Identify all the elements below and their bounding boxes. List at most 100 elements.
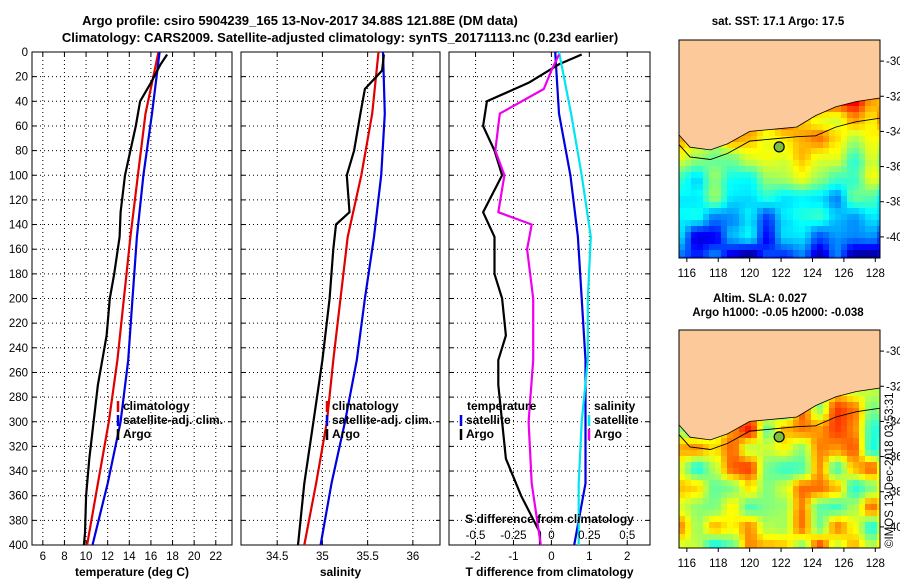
map-cell	[817, 510, 823, 516]
map-cell	[835, 142, 841, 148]
map-cell	[841, 124, 847, 130]
map-cell	[877, 516, 880, 522]
map-cell	[751, 420, 757, 426]
map-cell	[703, 528, 709, 534]
salinity-Argo-line	[494, 54, 560, 546]
map-cell	[865, 396, 871, 402]
map-cell	[877, 244, 880, 250]
map-cell	[769, 214, 775, 220]
map-cell	[745, 546, 751, 548]
map-cell	[877, 214, 880, 220]
map-cell	[805, 408, 811, 414]
map-cell	[685, 438, 691, 444]
map-cell	[811, 124, 817, 130]
map-cell	[715, 492, 721, 498]
map-cell	[769, 510, 775, 516]
map-cell	[871, 166, 877, 172]
map-cell	[859, 462, 865, 468]
map-cell	[775, 540, 781, 546]
map-cell	[745, 444, 751, 450]
map-cell	[805, 462, 811, 468]
map-cell	[721, 202, 727, 208]
map-cell	[733, 220, 739, 226]
map-cell	[697, 238, 703, 244]
map-cell	[709, 154, 715, 160]
map-cell	[835, 474, 841, 480]
map-cell	[697, 154, 703, 160]
map-cell	[697, 160, 703, 166]
map-cell	[871, 456, 877, 462]
map-cell	[793, 468, 799, 474]
map-cell	[871, 184, 877, 190]
map-cell	[799, 178, 805, 184]
legend-label: climatology	[123, 399, 190, 413]
map-cell	[709, 534, 715, 540]
map-cell	[805, 118, 811, 124]
map-cell	[733, 238, 739, 244]
map-cell	[751, 540, 757, 546]
map-cell	[751, 486, 757, 492]
map-cell	[817, 250, 823, 256]
map-cell	[739, 244, 745, 250]
map-cell	[709, 456, 715, 462]
map-cell	[691, 468, 697, 474]
map-cell	[721, 148, 727, 154]
map-cell	[739, 492, 745, 498]
map-cell	[871, 462, 877, 468]
map-cell	[871, 250, 877, 256]
map-cell	[811, 166, 817, 172]
map-cell	[877, 130, 880, 136]
map-cell	[841, 184, 847, 190]
map-cell	[703, 154, 709, 160]
map-cell	[685, 516, 691, 522]
map-cell	[865, 408, 871, 414]
map-cell	[751, 172, 757, 178]
map-cell	[745, 462, 751, 468]
map-cell	[751, 178, 757, 184]
map-cell	[775, 492, 781, 498]
map-cell	[685, 546, 691, 548]
map-cell	[811, 474, 817, 480]
map-cell	[733, 190, 739, 196]
map-cell	[841, 486, 847, 492]
legend-label: Argo	[594, 427, 622, 441]
map-cell	[865, 516, 871, 522]
map-cell	[793, 438, 799, 444]
map-cell	[829, 522, 835, 528]
map-cell	[679, 136, 685, 142]
y-tick-label: 360	[9, 491, 28, 503]
map-cell	[781, 160, 787, 166]
map-cell	[787, 220, 793, 226]
map-cell	[835, 468, 841, 474]
map-cell	[733, 172, 739, 178]
map-cell	[775, 226, 781, 232]
map-cell	[853, 178, 859, 184]
map-cell	[679, 238, 685, 244]
map-cell	[745, 172, 751, 178]
map-cell	[847, 402, 853, 408]
map-cell	[847, 244, 853, 250]
map-cell	[757, 516, 763, 522]
map-cell	[769, 456, 775, 462]
map-cell	[703, 534, 709, 540]
map-cell	[865, 160, 871, 166]
map-cell	[709, 504, 715, 510]
map-cell	[811, 546, 817, 548]
map-cell	[805, 142, 811, 148]
map-cell	[847, 444, 853, 450]
map-cell	[709, 468, 715, 474]
map-cell	[841, 220, 847, 226]
map-cell	[799, 432, 805, 438]
map-cell	[703, 444, 709, 450]
map-cell	[793, 486, 799, 492]
map-cell	[781, 420, 787, 426]
map-cell	[877, 402, 880, 408]
map-cell	[841, 444, 847, 450]
map-cell	[859, 546, 865, 548]
temperature-satellite-adj-clim--line	[91, 51, 161, 546]
temperature-panel: 0204060801001201401601802002202402602803…	[9, 47, 233, 579]
map-cell	[871, 136, 877, 142]
map-cell	[859, 184, 865, 190]
map-cell	[727, 166, 733, 172]
map-cell	[847, 438, 853, 444]
